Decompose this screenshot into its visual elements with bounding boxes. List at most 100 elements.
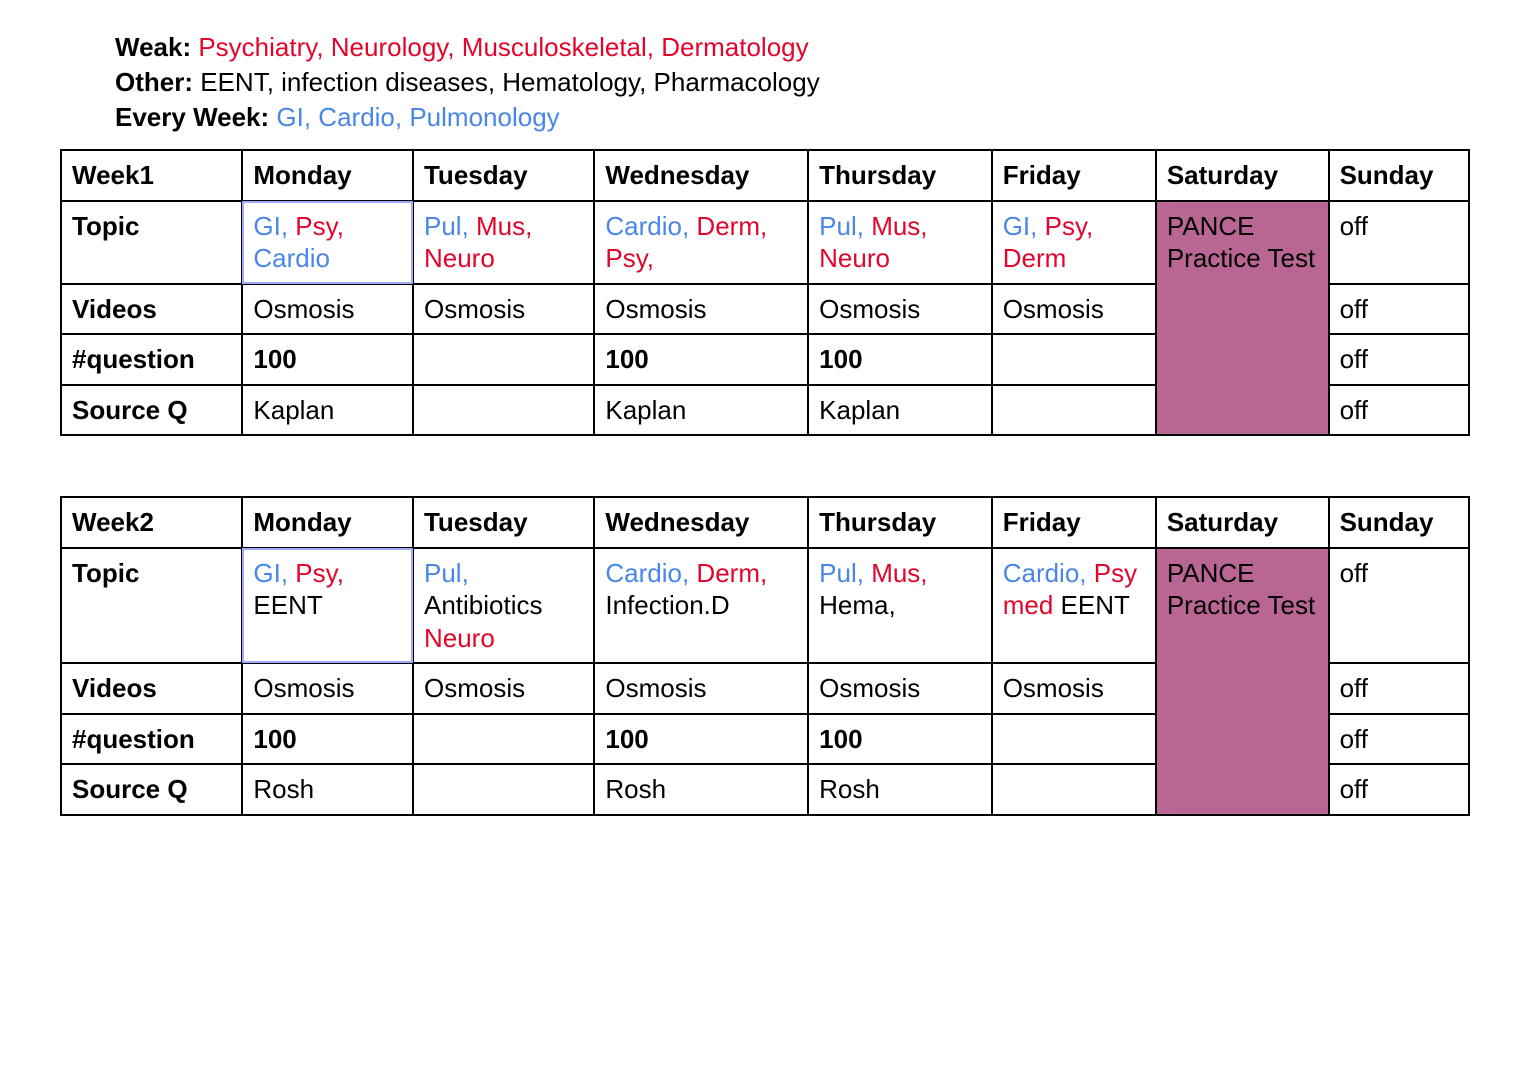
row-topic-label: Topic — [61, 201, 242, 284]
w2-q-tue — [413, 714, 594, 765]
w2-sq-fri — [992, 764, 1156, 815]
week1-name: Week1 — [61, 150, 242, 201]
topic-fragment: Cardio, — [605, 211, 696, 241]
row-topic-label-2: Topic — [61, 548, 242, 664]
topic-fragment: Mus, — [871, 558, 927, 588]
day-fri: Friday — [992, 150, 1156, 201]
row-sourceq-label: Source Q — [61, 385, 242, 436]
topic-fragment: off — [1340, 558, 1368, 588]
w1-topic-wed: Cardio, Derm, Psy, — [594, 201, 808, 284]
topic-fragment: EENT — [1061, 590, 1130, 620]
everyweek-label: Every Week — [115, 102, 261, 132]
w1-videos-mon: Osmosis — [242, 284, 413, 335]
w1-topic-sat: PANCE Practice Test — [1156, 201, 1329, 436]
w2-videos-wed: Osmosis — [594, 663, 808, 714]
week2-topic-row: Topic GI, Psy, EENT Pul, Antibiotics Neu… — [61, 548, 1469, 664]
topic-fragment: Psy, — [295, 558, 344, 588]
w2-topic-wed: Cardio, Derm, Infection.D — [594, 548, 808, 664]
w2-sq-tue — [413, 764, 594, 815]
topic-fragment: Cardio, — [1003, 558, 1094, 588]
week1-header-row: Week1 Monday Tuesday Wednesday Thursday … — [61, 150, 1469, 201]
w2-sq-thu: Rosh — [808, 764, 992, 815]
w1-q-fri — [992, 334, 1156, 385]
row-videos-label: Videos — [61, 284, 242, 335]
day-mon-2: Monday — [242, 497, 413, 548]
day-sat: Saturday — [1156, 150, 1329, 201]
w2-videos-fri: Osmosis — [992, 663, 1156, 714]
topic-fragment: GI, — [1003, 211, 1045, 241]
week2-table: Week2 Monday Tuesday Wednesday Thursday … — [60, 496, 1470, 816]
other-text: EENT, infection diseases, Hematology, Ph… — [200, 67, 819, 97]
weak-text: Psychiatry, Neurology, Musculoskeletal, … — [198, 32, 808, 62]
w2-topic-thu: Pul, Mus, Hema, — [808, 548, 992, 664]
day-sun: Sunday — [1329, 150, 1469, 201]
other-label: Other: — [115, 67, 193, 97]
w2-q-sun: off — [1329, 714, 1469, 765]
day-sun-2: Sunday — [1329, 497, 1469, 548]
w2-sq-mon: Rosh — [242, 764, 413, 815]
w2-videos-thu: Osmosis — [808, 663, 992, 714]
w1-videos-sun: off — [1329, 284, 1469, 335]
w2-topic-sun: off — [1329, 548, 1469, 664]
row-sourceq-label-2: Source Q — [61, 764, 242, 815]
w2-topic-mon: GI, Psy, EENT — [242, 548, 413, 664]
topic-fragment: Pul, — [819, 211, 871, 241]
topic-fragment: Cardio, — [605, 558, 696, 588]
row-question-label-2: #question — [61, 714, 242, 765]
header-weak-line: Weak: Psychiatry, Neurology, Musculoskel… — [115, 30, 1476, 65]
day-mon: Monday — [242, 150, 413, 201]
everyweek-text: GI, Cardio, Pulmonology — [276, 102, 559, 132]
w2-topic-fri: Cardio, Psy med EENT — [992, 548, 1156, 664]
w1-videos-tue: Osmosis — [413, 284, 594, 335]
w1-sq-thu: Kaplan — [808, 385, 992, 436]
row-question-label: #question — [61, 334, 242, 385]
day-sat-2: Saturday — [1156, 497, 1329, 548]
w1-topic-fri: GI, Psy, Derm — [992, 201, 1156, 284]
topic-fragment: Cardio — [253, 243, 330, 273]
topic-fragment: Pul, — [424, 211, 476, 241]
w1-videos-wed: Osmosis — [594, 284, 808, 335]
header-other-line: Other: EENT, infection diseases, Hematol… — [115, 65, 1476, 100]
day-wed-2: Wednesday — [594, 497, 808, 548]
topic-fragment: PANCE Practice Test — [1167, 211, 1315, 274]
w1-sq-fri — [992, 385, 1156, 436]
w1-topic-mon: GI, Psy, Cardio — [242, 201, 413, 284]
w2-q-thu: 100 — [808, 714, 992, 765]
w2-topic-sat: PANCE Practice Test — [1156, 548, 1329, 815]
week1-table: Week1 Monday Tuesday Wednesday Thursday … — [60, 149, 1470, 436]
topic-fragment: Pul, — [819, 558, 871, 588]
w1-sq-mon: Kaplan — [242, 385, 413, 436]
day-tue: Tuesday — [413, 150, 594, 201]
topic-fragment: Neuro — [424, 623, 495, 653]
w1-sq-wed: Kaplan — [594, 385, 808, 436]
w1-q-tue — [413, 334, 594, 385]
topic-fragment: off — [1340, 211, 1368, 241]
day-thu-2: Thursday — [808, 497, 992, 548]
topic-fragment: Infection.D — [605, 590, 729, 620]
weak-label: Weak: — [115, 32, 191, 62]
topic-fragment: Pul, — [424, 558, 469, 588]
header-everyweek-line: Every Week: GI, Cardio, Pulmonology — [115, 100, 1476, 135]
w1-q-wed: 100 — [594, 334, 808, 385]
w1-topic-thu: Pul, Mus, Neuro — [808, 201, 992, 284]
w2-videos-mon: Osmosis — [242, 663, 413, 714]
w1-q-sun: off — [1329, 334, 1469, 385]
topic-fragment: GI, — [253, 558, 295, 588]
header-category-lines: Weak: Psychiatry, Neurology, Musculoskel… — [115, 30, 1476, 135]
w2-videos-sun: off — [1329, 663, 1469, 714]
w2-sq-wed: Rosh — [594, 764, 808, 815]
w1-videos-fri: Osmosis — [992, 284, 1156, 335]
topic-fragment: GI, — [253, 211, 295, 241]
w1-q-thu: 100 — [808, 334, 992, 385]
week1-topic-row: Topic GI, Psy, Cardio Pul, Mus, Neuro Ca… — [61, 201, 1469, 284]
w2-q-mon: 100 — [242, 714, 413, 765]
w2-videos-tue: Osmosis — [413, 663, 594, 714]
w2-topic-tue: Pul, Antibiotics Neuro — [413, 548, 594, 664]
day-thu: Thursday — [808, 150, 992, 201]
w1-topic-tue: Pul, Mus, Neuro — [413, 201, 594, 284]
w2-q-wed: 100 — [594, 714, 808, 765]
topic-fragment: Hema, — [819, 590, 896, 620]
week2-header-row: Week2 Monday Tuesday Wednesday Thursday … — [61, 497, 1469, 548]
topic-fragment: Psy, — [295, 211, 344, 241]
w2-sq-sun: off — [1329, 764, 1469, 815]
